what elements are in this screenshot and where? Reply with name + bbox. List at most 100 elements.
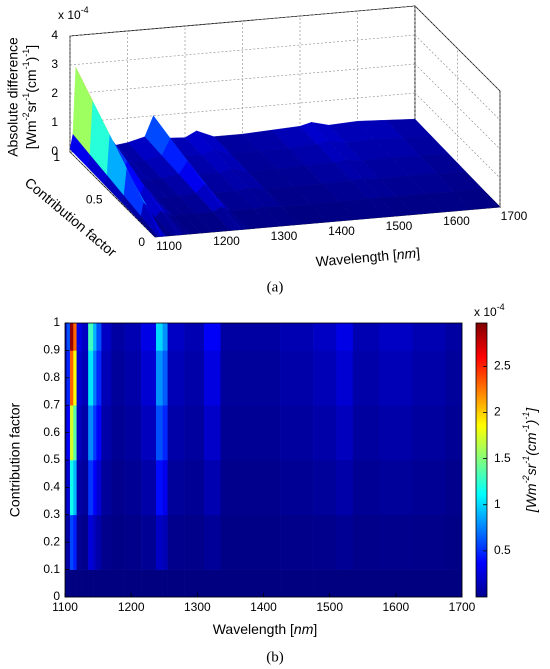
unit-label-part: -1 xyxy=(21,93,31,101)
heat-cell xyxy=(65,323,67,351)
heat-cell xyxy=(141,405,157,461)
heat-cell xyxy=(69,460,74,516)
heat-cell xyxy=(445,514,463,570)
caption-b: (b) xyxy=(266,649,284,665)
x-axis-label-part: Wavelength [ xyxy=(315,246,397,269)
heat-cell xyxy=(412,405,446,461)
grid-line xyxy=(414,63,501,150)
heat-cell xyxy=(336,350,354,406)
heat-cell xyxy=(203,350,221,406)
heat-cell xyxy=(167,569,185,598)
y-tick-label: 0.7 xyxy=(43,397,60,411)
heat-cell xyxy=(96,569,102,598)
heat-cell xyxy=(336,405,354,461)
heat-cell xyxy=(141,460,157,516)
heat-cell xyxy=(379,460,413,516)
heat-cell xyxy=(184,460,205,516)
heat-cell xyxy=(155,323,163,351)
heat-cell xyxy=(184,514,205,570)
heat-cell xyxy=(336,569,354,598)
y-tick-label: 0.1 xyxy=(43,562,60,576)
heat-cell xyxy=(111,569,125,598)
x-axis-label-part: nm xyxy=(294,621,314,637)
heat-cell xyxy=(101,569,112,598)
heat-cell xyxy=(184,569,205,598)
x-tick-label: 1200 xyxy=(118,600,145,614)
heat-cell xyxy=(379,323,413,351)
x-tick-label: 1700 xyxy=(501,209,528,223)
grid-line xyxy=(414,92,501,179)
heat-cell xyxy=(352,350,380,406)
heat-cell xyxy=(203,514,221,570)
y-axis-label: Contribution factor xyxy=(7,402,23,517)
heat-cell xyxy=(445,569,463,598)
x-axis-label-part: nm xyxy=(396,244,417,262)
heat-cell xyxy=(124,514,142,570)
heat-cell xyxy=(141,350,157,406)
heat-cell xyxy=(73,405,77,461)
heat-cell xyxy=(73,460,77,516)
x-tick-label: 1600 xyxy=(382,600,409,614)
heat-cell xyxy=(141,514,157,570)
unit-label-part: ] xyxy=(23,45,39,49)
heat-cell xyxy=(101,405,112,461)
y-tick-label: 0.8 xyxy=(43,370,60,384)
heat-cell xyxy=(162,569,168,598)
heat-cell xyxy=(65,569,67,598)
x-tick-label: 1500 xyxy=(316,600,343,614)
x-tick-label: 1400 xyxy=(250,600,277,614)
heat-cell xyxy=(280,350,314,406)
exponent-label: x 10-4 xyxy=(58,5,89,22)
heat-cell xyxy=(124,323,142,351)
exponent-label-part: -4 xyxy=(81,5,89,15)
unit-label: [Wm-2sr-1(cm-1)-1] xyxy=(21,45,38,149)
heat-cell xyxy=(167,460,185,516)
colorbar-label-part: sr xyxy=(523,462,539,475)
colorbar-label: [Wm-2sr-1(cm-1)-1] xyxy=(521,407,538,514)
heat-cell xyxy=(111,350,125,406)
colorbar-tick-label: 1 xyxy=(494,497,501,511)
heat-cell xyxy=(81,405,89,461)
heat-cell xyxy=(445,460,463,516)
heat-cell xyxy=(336,323,354,351)
heat-cell xyxy=(111,460,125,516)
heat-cell xyxy=(412,460,446,516)
heat-cell xyxy=(69,569,74,598)
heat-cell xyxy=(76,405,82,461)
heat-cell xyxy=(111,514,125,570)
heat-cell xyxy=(379,405,413,461)
heat-cell xyxy=(246,569,281,598)
y-tick-label: 1 xyxy=(53,150,60,164)
colorbar-label-part: ] xyxy=(523,407,539,414)
heat-cell xyxy=(76,514,82,570)
heat-cell xyxy=(124,569,142,598)
x-tick-label: 1600 xyxy=(443,214,470,228)
colorbar-tick-label: 1.5 xyxy=(494,451,511,465)
heat-cell xyxy=(124,405,142,461)
heat-cell xyxy=(167,323,185,351)
heat-cell xyxy=(220,350,248,406)
x-tick-label: 1200 xyxy=(213,234,240,248)
y-tick-label: 0.6 xyxy=(43,425,60,439)
heat-cell xyxy=(69,323,74,351)
heat-cell xyxy=(96,514,102,570)
x-tick-label: 1400 xyxy=(328,224,355,238)
heat-cell xyxy=(352,569,380,598)
heat-cell xyxy=(162,514,168,570)
x-tick-label: 1500 xyxy=(386,219,413,233)
heat-cell xyxy=(76,569,82,598)
heat-cell xyxy=(167,514,185,570)
grid-line xyxy=(69,5,416,37)
heat-cell xyxy=(111,323,125,351)
heat-cell xyxy=(88,350,94,406)
heat-cell xyxy=(203,460,221,516)
y-tick-label: 0.3 xyxy=(43,507,60,521)
heat-cell xyxy=(220,323,248,351)
heat-cell xyxy=(101,323,112,351)
heat-cell xyxy=(88,514,94,570)
z-tick-label: 2 xyxy=(51,86,58,100)
heat-cell xyxy=(93,323,97,351)
y-tick-label: 0 xyxy=(53,589,60,603)
grid-line xyxy=(69,92,416,124)
